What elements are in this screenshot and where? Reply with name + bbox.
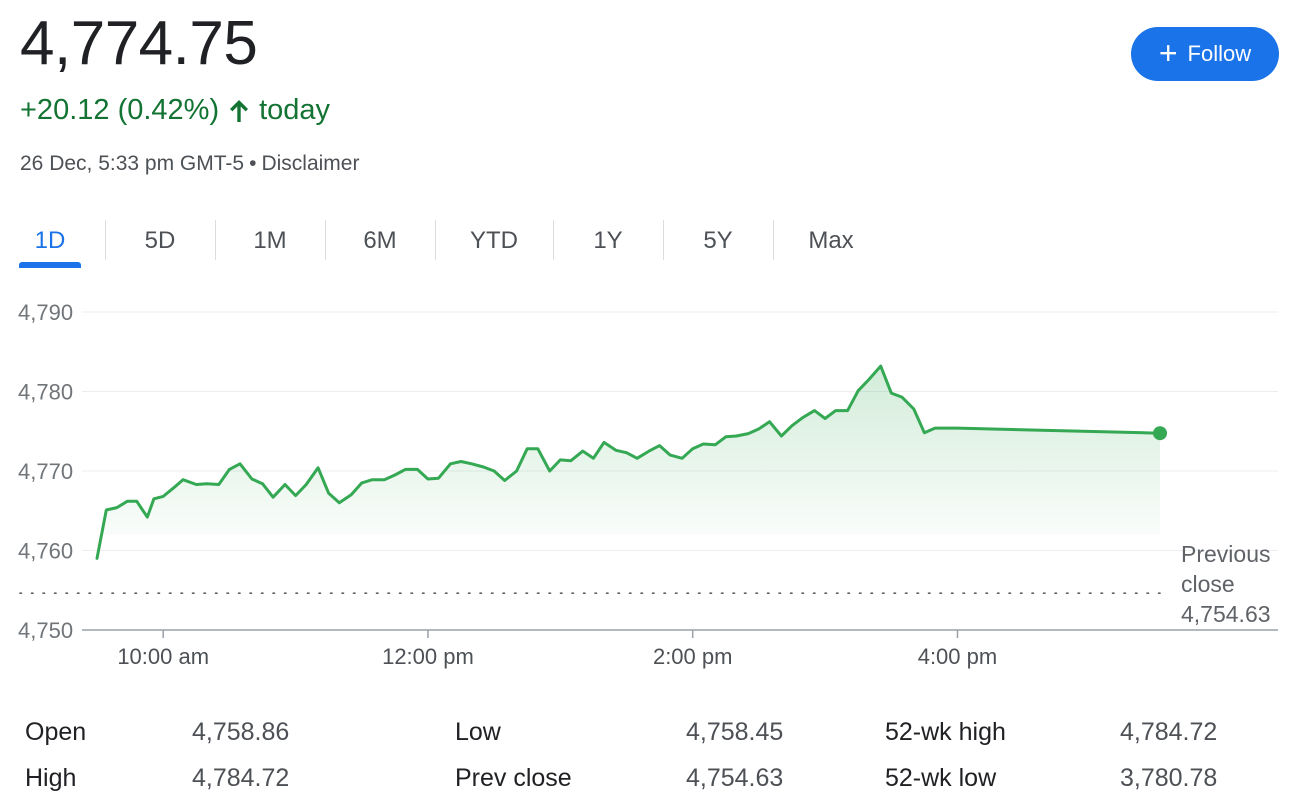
- stat-label: Prev close: [455, 764, 572, 792]
- previous-close-label: Previous: [1181, 541, 1270, 567]
- follow-label: Follow: [1187, 41, 1252, 66]
- follow-button[interactable]: + Follow: [1131, 27, 1279, 81]
- y-tick-label: 4,790: [18, 300, 73, 325]
- previous-close-label: close: [1181, 571, 1235, 597]
- stat-value: 4,784.72: [1120, 718, 1218, 746]
- stat-label: Open: [25, 718, 87, 746]
- tab-6m[interactable]: 6M: [363, 227, 397, 254]
- change-value: +20.12 (0.42%): [20, 94, 220, 126]
- y-tick-label: 4,760: [18, 539, 73, 564]
- stat-value: 3,780.78: [1120, 764, 1218, 792]
- tab-1m[interactable]: 1M: [253, 227, 287, 254]
- y-tick-label: 4,750: [18, 618, 73, 643]
- stat-label: 52-wk high: [885, 718, 1006, 746]
- tab-divider: [663, 220, 664, 260]
- tab-1d[interactable]: 1D: [34, 227, 66, 254]
- arrow-up-icon: [230, 99, 249, 122]
- price-change: +20.12 (0.42%) today: [20, 94, 330, 127]
- tab-divider: [435, 220, 436, 260]
- stat-value: 4,784.72: [192, 764, 290, 792]
- tab-5d[interactable]: 5D: [144, 227, 176, 254]
- y-tick-label: 4,770: [18, 459, 73, 484]
- x-tick-label: 2:00 pm: [653, 644, 733, 669]
- tab-divider: [325, 220, 326, 260]
- tab-divider: [553, 220, 554, 260]
- stat-label: 52-wk low: [885, 764, 997, 792]
- tab-max[interactable]: Max: [808, 227, 854, 254]
- stat-label: Low: [455, 718, 501, 746]
- x-tick-label: 12:00 pm: [382, 644, 474, 669]
- active-tab-indicator: [19, 262, 81, 268]
- price-area-fill: [97, 366, 1160, 559]
- previous-close-value: 4,754.63: [1181, 601, 1271, 627]
- price-line: [95, 364, 1162, 560]
- plus-icon: +: [1158, 34, 1178, 71]
- tab-divider: [105, 220, 106, 260]
- change-period: today: [259, 94, 331, 126]
- stat-value: 4,758.45: [686, 718, 784, 746]
- x-tick-label: 4:00 pm: [918, 644, 998, 669]
- current-price: 4,774.75: [20, 9, 258, 78]
- stat-value: 4,754.63: [686, 764, 784, 792]
- key-stats: Open 4,758.86 Low 4,758.45 52-wk high 4,…: [0, 712, 1292, 807]
- stat-value: 4,758.86: [192, 718, 290, 746]
- price-chart[interactable]: 4,750 4,760 4,770 4,780 4,790 10:00 am 12:00 …: [0, 290, 1292, 690]
- x-axis-ticks: 10:00 am 12:00 pm 2:00 pm 4:00 pm: [117, 630, 997, 669]
- y-axis-labels: 4,750 4,760 4,770 4,780 4,790: [18, 300, 73, 643]
- y-tick-label: 4,780: [18, 380, 73, 405]
- disclaimer-link[interactable]: Disclaimer: [261, 152, 360, 175]
- x-tick-label: 10:00 am: [117, 644, 209, 669]
- tab-ytd[interactable]: YTD: [470, 227, 518, 254]
- tab-5y[interactable]: 5Y: [703, 227, 733, 254]
- quote-meta: 26 Dec, 5:33 pm GMT-5 • Disclaimer: [20, 152, 359, 176]
- meta-separator: •: [249, 152, 257, 175]
- tab-1y[interactable]: 1Y: [593, 227, 623, 254]
- stat-label: High: [25, 764, 77, 792]
- last-price-dot: [1153, 426, 1167, 441]
- tab-divider: [215, 220, 216, 260]
- timestamp: 26 Dec, 5:33 pm GMT-5: [20, 152, 245, 175]
- range-tabs: 1D 5D 1M 6M YTD 1Y 5Y Max: [0, 218, 900, 268]
- tab-divider: [773, 220, 774, 260]
